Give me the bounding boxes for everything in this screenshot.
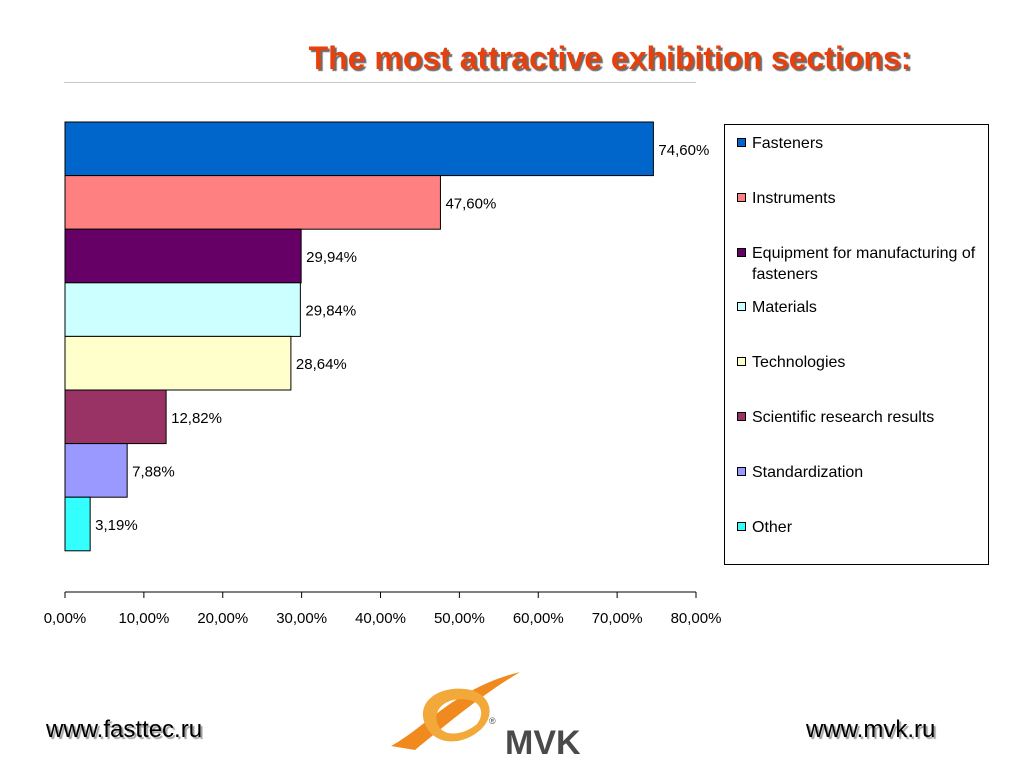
- legend-label: Standardization: [752, 464, 864, 481]
- mvk-link[interactable]: www.mvk.ru: [806, 716, 936, 743]
- bar-value-label: 7,88%: [132, 463, 175, 480]
- bar-value-label: 47,60%: [445, 195, 496, 212]
- bar-fasteners: [64, 121, 654, 177]
- bar-group: [64, 121, 654, 552]
- logo-swoosh-icon: [391, 672, 520, 750]
- data-label-group: 74,60% 47,60% 29,94% 29,84% 28,64% 12,82% 7,88…: [95, 142, 709, 534]
- legend-item-equipment: Equipment for manufacturing of fasteners: [737, 243, 987, 285]
- bar-value-label: 29,84%: [305, 303, 356, 320]
- chart-legend: Fasteners Instruments Equipment for manu…: [724, 124, 989, 565]
- fasttec-link[interactable]: www.fasttec.ru: [46, 716, 203, 743]
- x-tick-group: 0,00% 10,00% 20,00% 30,00% 40,00% 50,00% 60,00…: [44, 592, 722, 627]
- logo-ring-icon: [423, 688, 490, 742]
- logo-registered-mark: ®: [489, 716, 496, 726]
- x-tick-label: 60,00%: [513, 610, 564, 627]
- bar-value-label: 28,64%: [296, 356, 347, 373]
- legend-label: Scientific research results: [752, 409, 935, 426]
- legend-swatch: [737, 357, 746, 366]
- legend-swatch: [737, 193, 746, 202]
- slide-title: The most attractive exhibition sections:: [308, 40, 912, 76]
- x-tick-label: 70,00%: [592, 610, 643, 627]
- legend-swatch: [737, 467, 746, 476]
- legend-swatch: [737, 412, 746, 421]
- x-tick-label: 80,00%: [671, 610, 722, 627]
- legend-label: Instruments: [752, 190, 836, 207]
- bar-other: [64, 496, 91, 552]
- legend-item-fasteners: Fasteners: [737, 133, 987, 154]
- bar-instruments: [64, 175, 441, 230]
- bar-value-label: 74,60%: [658, 142, 709, 159]
- bar-equipment-for-manufacturing-of-fasteners: [64, 228, 302, 284]
- bar-value-label: 12,82%: [171, 410, 222, 427]
- legend-item-other: Other: [737, 517, 987, 538]
- legend-label: Equipment for manufacturing of fasteners: [752, 245, 976, 283]
- x-tick-label: 20,00%: [197, 610, 248, 627]
- legend-item-scientific-research: Scientific research results: [737, 407, 987, 428]
- bar-scientific-research-results: [64, 389, 167, 445]
- legend-label: Other: [752, 519, 793, 536]
- x-tick-label: 0,00%: [44, 610, 87, 627]
- x-tick-label: 30,00%: [276, 610, 327, 627]
- legend-item-standardization: Standardization: [737, 462, 987, 483]
- legend-label: Fasteners: [752, 135, 824, 152]
- title-divider: [64, 82, 696, 83]
- x-tick-label: 50,00%: [434, 610, 485, 627]
- logo-text: MVK: [505, 724, 581, 760]
- bar-standardization: [64, 443, 128, 498]
- legend-item-materials: Materials: [737, 297, 987, 318]
- legend-item-instruments: Instruments: [737, 188, 987, 209]
- legend-label: Technologies: [752, 354, 846, 371]
- legend-swatch: [737, 302, 746, 311]
- x-tick-label: 40,00%: [355, 610, 406, 627]
- x-tick-label: 10,00%: [118, 610, 169, 627]
- legend-swatch: [737, 138, 746, 147]
- mvk-logo: ® MVK: [391, 672, 581, 760]
- legend-label: Materials: [752, 299, 817, 316]
- bar-value-label: 3,19%: [95, 517, 138, 534]
- bar-technologies: [64, 335, 292, 391]
- legend-swatch: [737, 248, 746, 257]
- legend-item-technologies: Technologies: [737, 352, 987, 373]
- legend-swatch: [737, 522, 746, 531]
- bar-materials: [64, 282, 301, 337]
- bar-value-label: 29,94%: [306, 249, 357, 266]
